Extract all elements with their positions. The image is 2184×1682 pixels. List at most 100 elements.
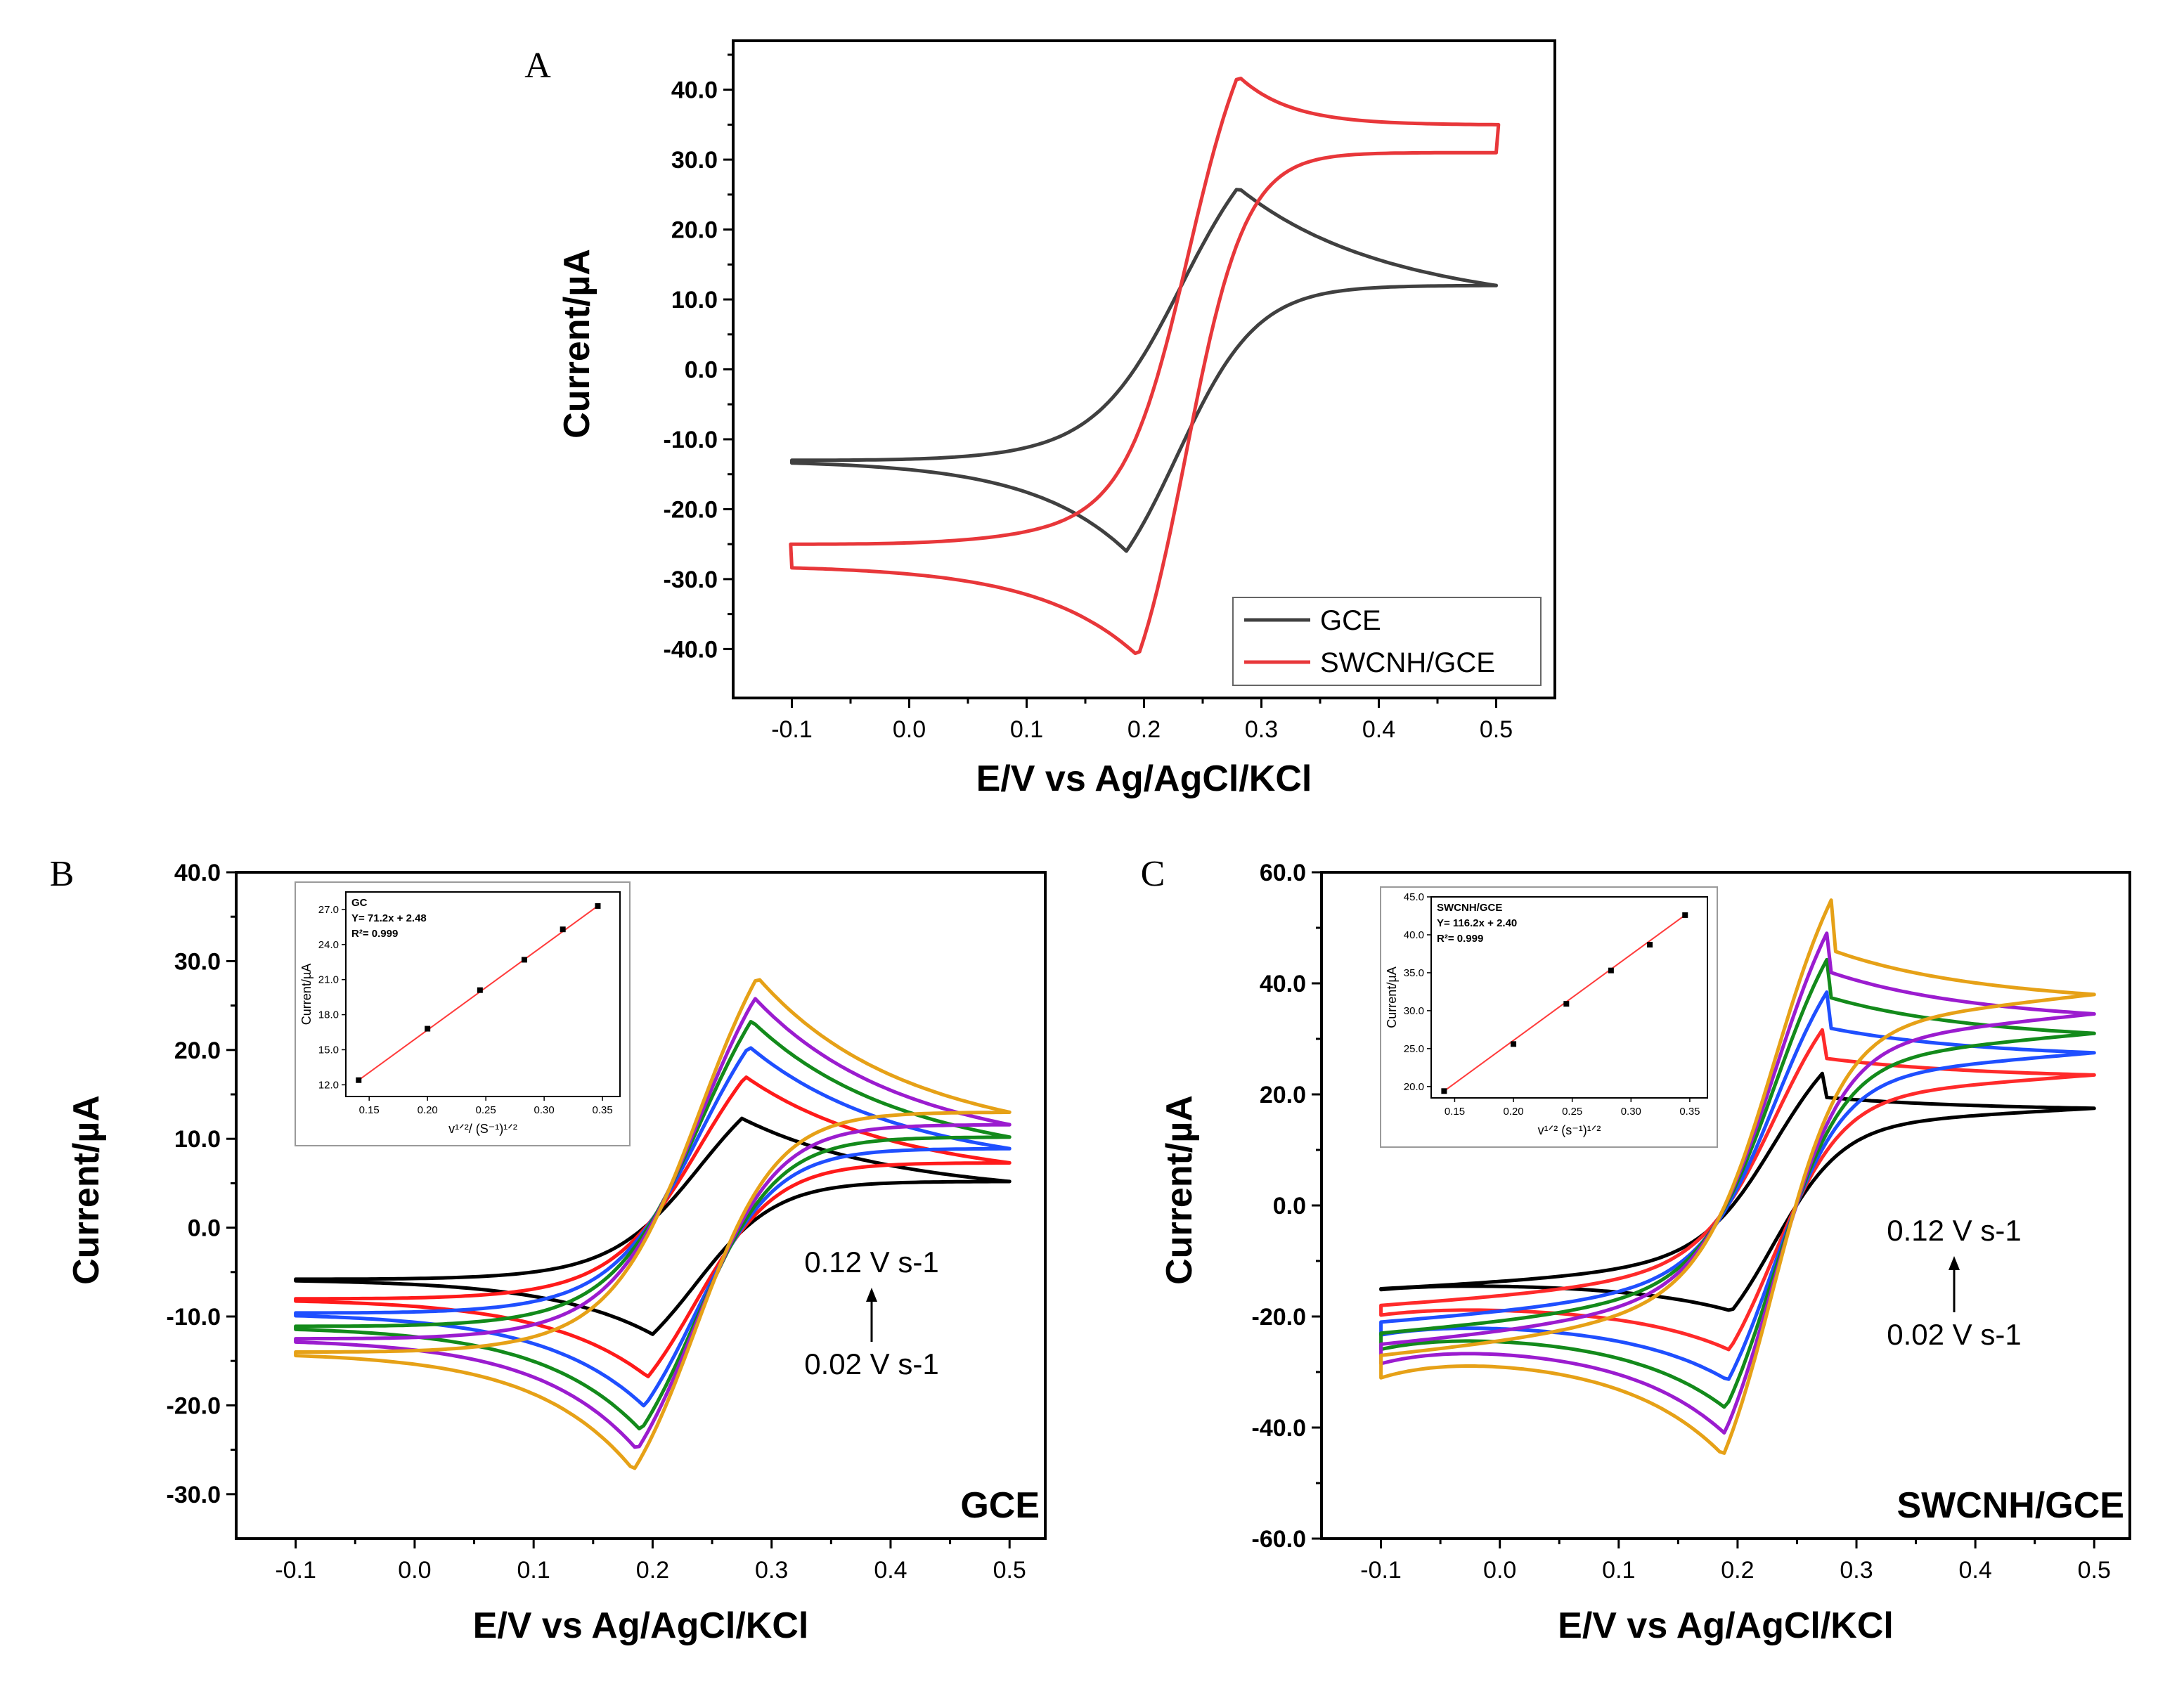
series-line-6 [1379,898,2096,1455]
series-group [789,77,1501,655]
series-line-2 [1379,1028,2096,1352]
inset-x-tick-label: 0.20 [418,1104,438,1116]
y-tick-label: 40.0 [174,860,221,886]
inset-title: SWCNH/GCE [1437,902,1502,914]
series-line-2 [789,77,1501,655]
inset-r2: R²= 0.999 [351,928,398,940]
series-line-5 [1379,931,2096,1435]
inset-point [1511,1041,1517,1047]
series-group [294,978,1012,1470]
scan-rate-arrowhead [1949,1256,1960,1270]
y-tick-label: -40.0 [664,636,718,663]
series-line-3 [294,1046,1012,1408]
scan-rate-low: 0.02 V s-1 [804,1347,938,1380]
x-tick-label: -0.1 [771,716,813,743]
y-tick-label: -30.0 [664,567,718,593]
inset-point [1608,967,1614,973]
x-tick-label: 0.2 [1127,716,1161,743]
inset-r2: R²= 0.999 [1437,933,1483,945]
panel-letter: C [1141,854,1165,894]
y-tick-label: -20.0 [664,496,718,523]
series-group [1379,898,2096,1455]
y-tick-label: 60.0 [1260,860,1306,886]
y-tick-label: 20.0 [1260,1082,1306,1108]
x-tick-label: 0.5 [993,1557,1026,1584]
x-tick-label: 0.4 [1959,1557,1992,1584]
x-axis-label: E/V vs Ag/AgCl/KCl [473,1605,809,1646]
panel-letter: B [50,854,75,894]
inset-y-tick-label: 18.0 [318,1009,339,1021]
scan-rate-high: 0.12 V s-1 [804,1246,938,1279]
y-tick-label: -40.0 [1252,1415,1307,1442]
y-tick-label: -20.0 [167,1392,221,1419]
y-tick-label: -30.0 [167,1482,221,1508]
inset-equation: Y= 71.2x + 2.48 [351,912,427,924]
y-tick-label: -10.0 [664,427,718,453]
inset-x-tick-label: 0.30 [1621,1106,1641,1118]
y-tick-label: 40.0 [1260,971,1306,997]
series-line-2 [294,1075,1012,1378]
y-tick-label: 30.0 [174,948,221,975]
x-tick-label: 0.0 [893,716,926,743]
x-tick-label: 0.1 [517,1557,550,1584]
panel-b: -0.1 0.0 0.1 0.2 0.3 0.4 0.5 -30.0 -20.0 -10.0 0.0… [50,854,1047,1646]
inset-point [595,903,601,909]
inset-frame [1380,886,1718,1148]
x-tick-label: 0.5 [1480,716,1513,743]
inset-chart: 0.15 0.20 0.25 0.30 0.35 20.0 25.0 30.0 35.0 40.0… [1380,886,1718,1148]
inset-fit-line [358,905,599,1081]
y-tick-label: 0.0 [685,357,718,384]
x-tick-label: 0.4 [874,1557,907,1584]
legend-label: SWCNH/GCE [1320,647,1495,678]
x-tick-label: 0.3 [755,1557,788,1584]
inset-point [425,1026,431,1032]
panel-c: -0.1 0.0 0.1 0.2 0.3 0.4 0.5 -60.0 -40.0 -20.0 0.0… [1141,854,2131,1646]
inset-point [560,926,566,933]
inset-y-tick-label: 45.0 [1404,891,1424,903]
inset-x-axis-label: v¹ᐟ²/ (S⁻¹)¹ᐟ² [448,1122,517,1136]
inset-equation: Y= 116.2x + 2.40 [1437,917,1517,929]
panel-a: -0.1 0.0 0.1 0.2 0.3 0.4 0.5 -40.0 -30.0 -20.0 -10… [524,39,1556,799]
y-tick-label: 20.0 [671,217,718,244]
inset-x-tick-label: 0.30 [534,1104,555,1116]
y-tick-label: 10.0 [174,1126,221,1153]
inset-y-tick-label: 35.0 [1404,967,1424,979]
inset-y-tick-label: 25.0 [1404,1043,1424,1055]
inset-y-tick-label: 30.0 [1404,1005,1424,1017]
inset-point [1647,941,1653,947]
inset-y-tick-label: 20.0 [1404,1081,1424,1093]
legend-label: GCE [1320,605,1381,636]
x-tick-label: 0.4 [1362,716,1395,743]
inset-x-axis-label: v¹ᐟ² (s⁻¹)¹ᐟ² [1538,1123,1601,1137]
x-tick-label: 0.0 [398,1557,431,1584]
inset-y-tick-label: 27.0 [318,904,339,916]
inset-point [1563,1001,1570,1007]
inset-y-axis-label: Current/µA [1385,966,1399,1028]
inset-point [1441,1088,1447,1094]
panel-letter: A [524,46,551,86]
scan-rate-high: 0.12 V s-1 [1887,1214,2021,1247]
series-line-4 [294,1020,1012,1431]
inset-point [1682,912,1688,918]
inset-x-tick-label: 0.35 [593,1104,613,1116]
inset-y-tick-label: 24.0 [318,939,339,951]
series-line-4 [1379,957,2096,1409]
y-tick-label: -60.0 [1252,1526,1307,1553]
inset-title: GC [351,897,368,909]
inset-y-axis-label: Current/µA [299,964,314,1025]
y-tick-label: -20.0 [1252,1304,1307,1331]
plot-frame [235,871,1047,1540]
y-axis-label: Current/µA [66,1095,107,1285]
legend-box [1232,597,1542,686]
inset-x-tick-label: 0.25 [1562,1106,1582,1118]
y-tick-label: 40.0 [671,77,718,104]
x-tick-label: 0.0 [1483,1557,1516,1584]
x-axis-label: E/V vs Ag/AgCl/KCl [976,758,1312,799]
inset-point [356,1077,362,1083]
inset-y-tick-label: 21.0 [318,974,339,986]
inset-point [477,987,483,993]
y-tick-label: 10.0 [671,287,718,313]
electrode-label: SWCNH/GCE [1897,1485,2124,1526]
scan-rate-arrowhead [866,1288,877,1302]
